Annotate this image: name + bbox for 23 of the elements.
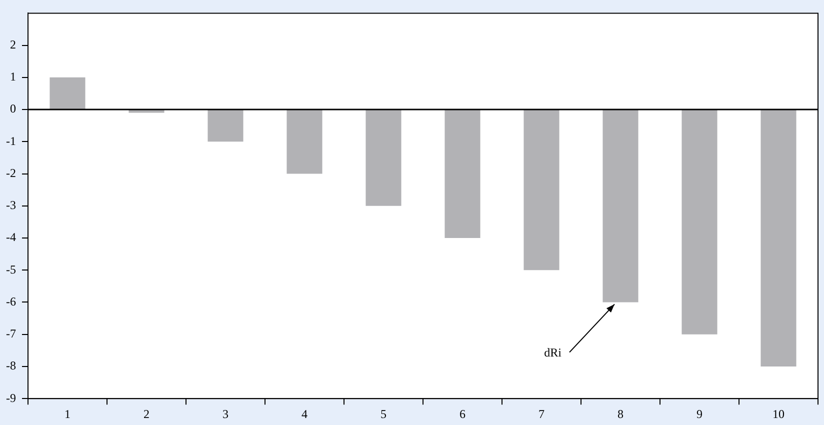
y-tick-label: -5 xyxy=(6,262,16,276)
y-tick-label: 1 xyxy=(10,70,16,84)
y-tick-label: -1 xyxy=(6,134,16,148)
x-tick-label: 10 xyxy=(772,406,784,421)
x-tick-label: 3 xyxy=(222,406,228,421)
y-tick-label: 2 xyxy=(10,37,16,52)
x-tick-label: 4 xyxy=(301,406,308,421)
x-tick-label: 2 xyxy=(143,406,150,421)
annotation: dRi xyxy=(544,345,562,360)
x-tick-label: 1 xyxy=(64,406,70,421)
x-tick-label: 6 xyxy=(460,406,466,421)
y-tick-label: -7 xyxy=(6,326,16,341)
y-tick-label: -3 xyxy=(6,198,16,212)
y-tick-label: -9 xyxy=(6,390,16,405)
x-tick-label: 8 xyxy=(618,406,624,421)
x-tick-label: 9 xyxy=(696,406,702,421)
y-tick-label: -2 xyxy=(6,166,16,180)
x-tick-label: 5 xyxy=(380,406,386,421)
y-tick-label: 0 xyxy=(10,102,16,116)
y-tick-label: -4 xyxy=(6,230,16,244)
y-tick-label: -8 xyxy=(6,358,16,373)
x-tick-label: 7 xyxy=(538,406,544,421)
y-tick-label: -6 xyxy=(6,294,16,308)
